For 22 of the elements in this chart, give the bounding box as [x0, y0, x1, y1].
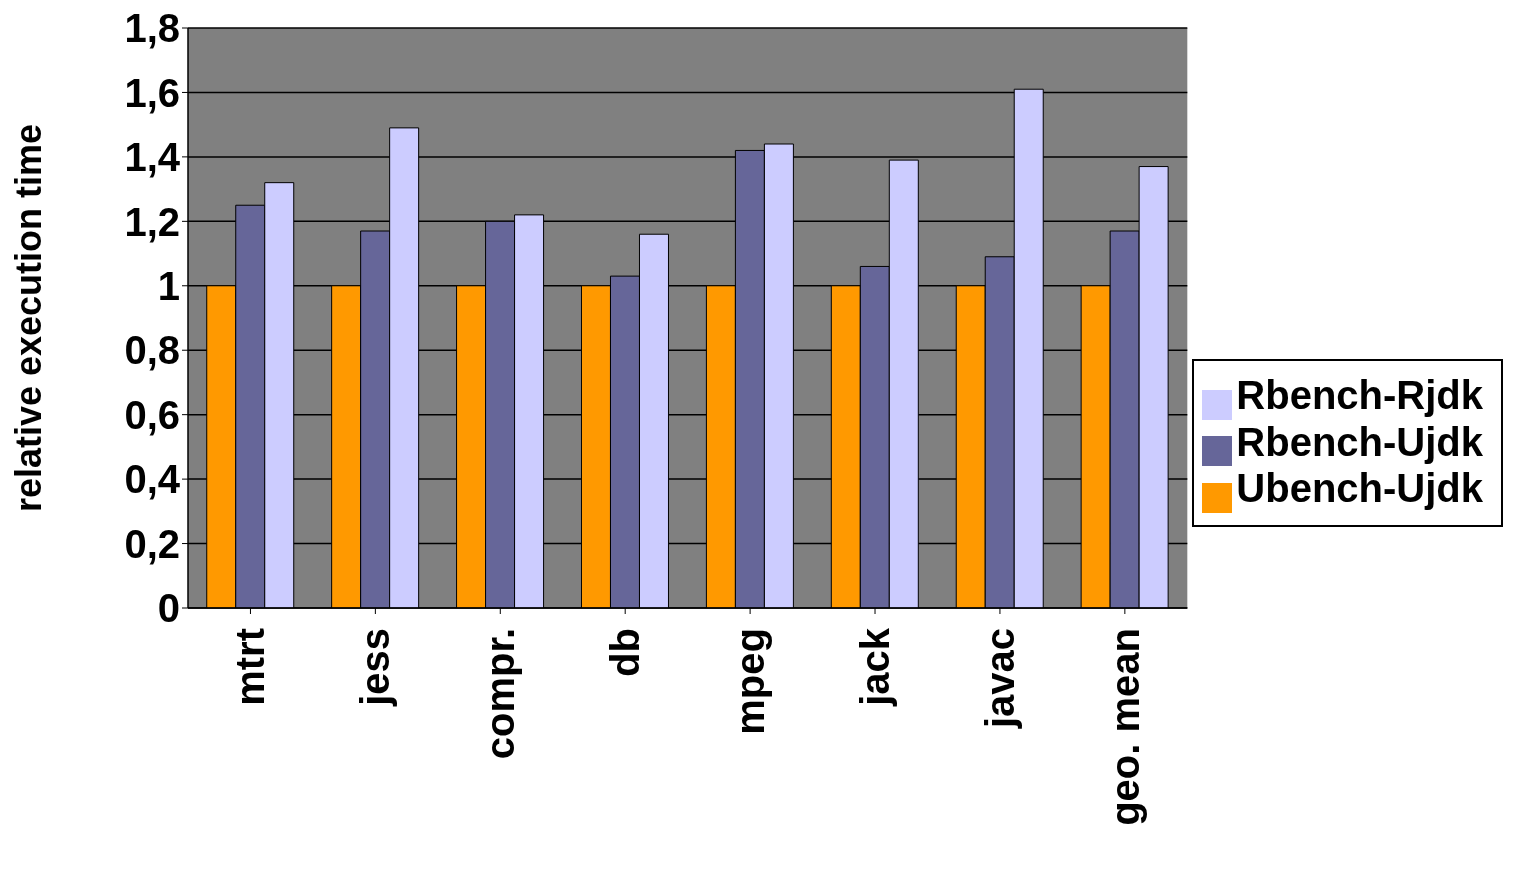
- x-tick-label: mpeg: [728, 628, 773, 735]
- x-tick-label: jess: [353, 628, 398, 707]
- x-tick-label: compr.: [478, 628, 523, 760]
- y-tick-label: 0: [157, 586, 180, 631]
- legend-label: Rbench-Ujdk: [1236, 419, 1483, 464]
- x-tick-label: geo. mean: [1102, 628, 1147, 826]
- y-tick-label: 1,6: [124, 70, 180, 115]
- x-tick-label: mtrt: [228, 628, 273, 706]
- y-tick-label: 1,8: [124, 6, 180, 51]
- y-tick-label: 0,2: [124, 521, 180, 566]
- x-tick-label: jack: [853, 627, 898, 707]
- y-tick-label: 0,6: [124, 392, 180, 437]
- legend-label: Rbench-Rjdk: [1236, 372, 1483, 417]
- x-tick-label: javac: [977, 628, 1022, 730]
- y-tick-label: 1,2: [124, 199, 180, 244]
- y-tick-label: 0,8: [124, 328, 180, 373]
- x-tick-label: db: [603, 628, 648, 677]
- y-tick-label: 1: [157, 263, 180, 308]
- legend-label: Ubench-Ujdk: [1236, 466, 1483, 511]
- y-axis-title: relative execution time: [7, 123, 49, 513]
- y-tick-label: 0,4: [124, 457, 181, 502]
- y-tick-label: 1,4: [124, 135, 181, 180]
